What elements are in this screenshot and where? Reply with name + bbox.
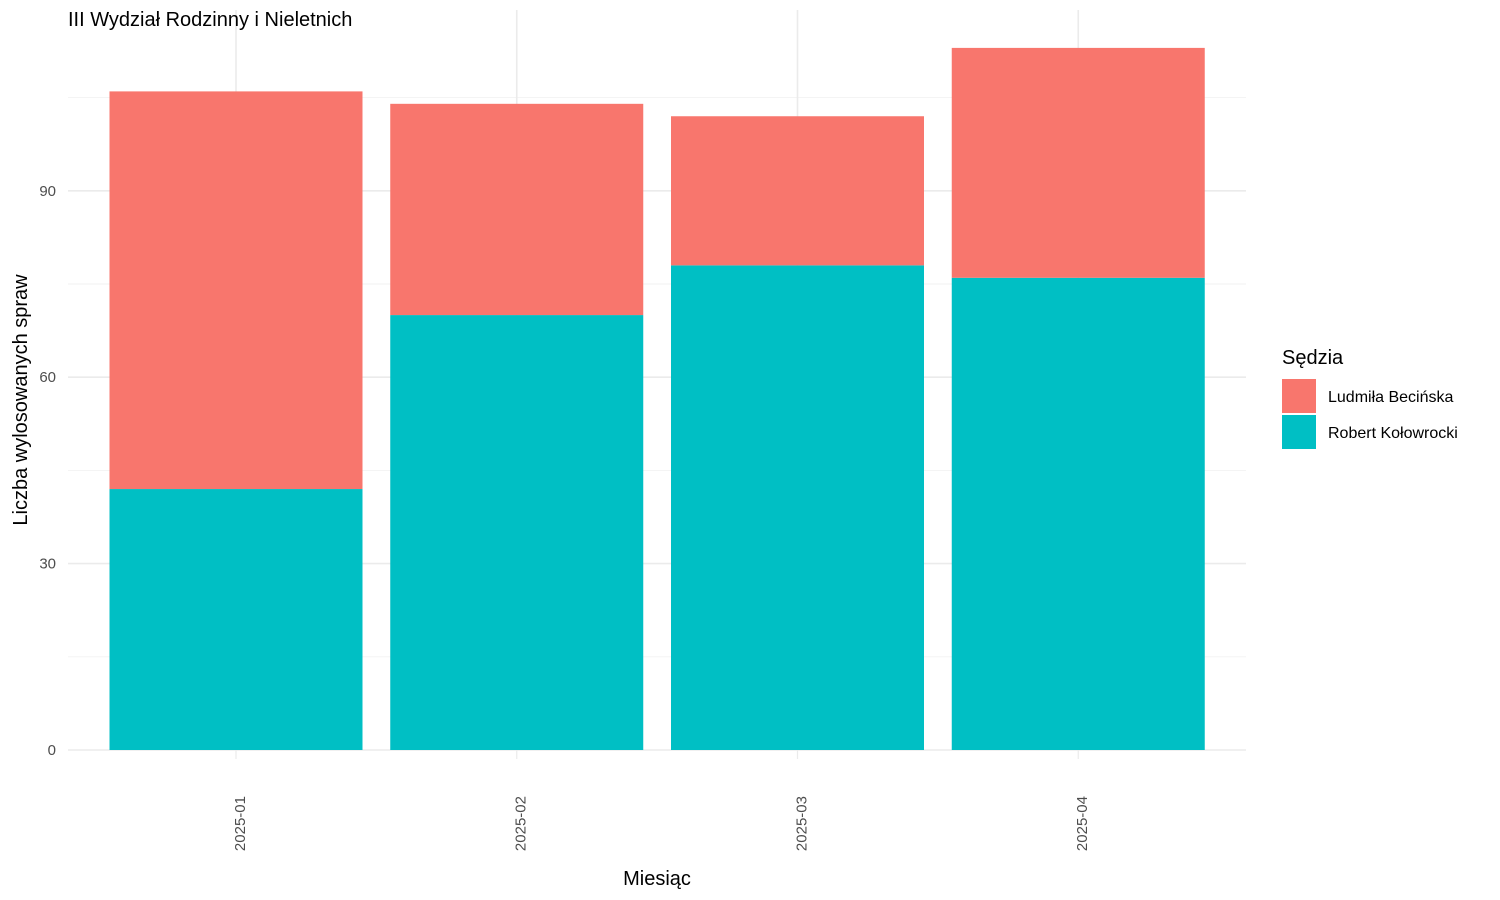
legend-title: Sędzia: [1282, 347, 1344, 369]
legend-label: Robert Kołowrocki: [1328, 425, 1458, 442]
bar-segment: [390, 103, 644, 316]
axis-ticks: 0 30 60 90 2025-01 2025-02 2025-03 2025-04: [39, 183, 1091, 851]
x-tick-label: 2025-01: [232, 796, 249, 851]
legend-items: Ludmiła Becińska Robert Kołowrocki: [1282, 379, 1458, 449]
y-tick-label: 60: [39, 369, 56, 386]
bar-segment: [109, 91, 363, 490]
chart-title: III Wydział Rodzinny i Nieletnich: [68, 9, 352, 31]
y-axis-title: Liczba wylosowanych spraw: [10, 274, 32, 526]
x-tick-label: 2025-03: [793, 796, 810, 851]
legend-swatch: [1282, 379, 1316, 413]
bar-segment: [671, 265, 924, 750]
x-axis-title: Miesiąc: [623, 868, 691, 890]
legend-swatch: [1282, 415, 1316, 449]
y-tick-label: 90: [39, 183, 56, 200]
bar-segment: [671, 116, 924, 266]
x-tick-label: 2025-02: [513, 796, 530, 851]
legend: Sędzia Ludmiła Becińska Robert Kołowrocki: [1282, 347, 1458, 449]
x-tick-label: 2025-04: [1074, 796, 1091, 851]
y-tick-label: 0: [48, 742, 56, 759]
bar-segment: [109, 489, 363, 750]
bar-segment: [951, 47, 1205, 278]
legend-label: Ludmiła Becińska: [1328, 389, 1454, 406]
y-tick-label: 30: [39, 556, 56, 573]
bar-segment: [390, 315, 644, 750]
bar-segment: [951, 277, 1205, 750]
bars: [109, 47, 1205, 750]
